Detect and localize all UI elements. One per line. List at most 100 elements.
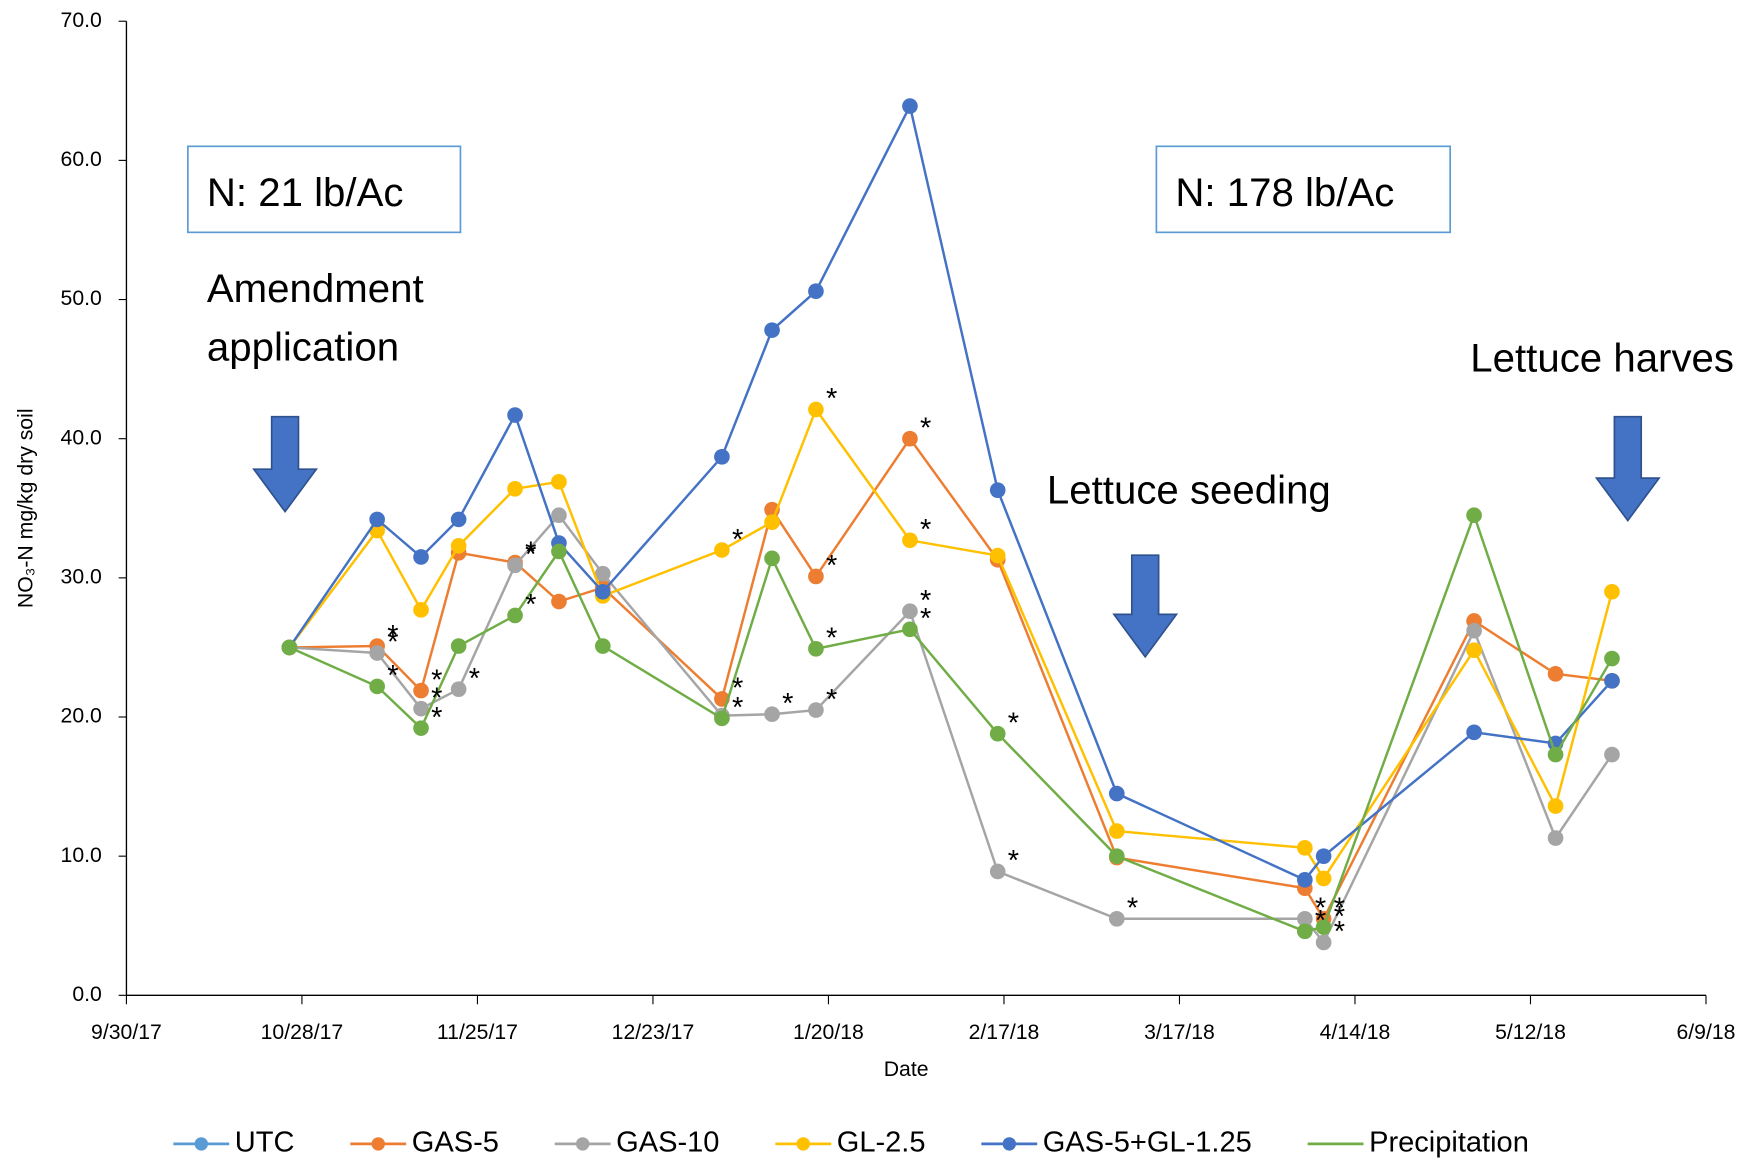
data-point <box>551 507 567 524</box>
data-point <box>714 710 730 727</box>
callout-text: N: 178 lb/Ac <box>1175 170 1394 215</box>
y-tick-label: 20.0 <box>61 705 102 728</box>
legend-marker <box>371 1137 385 1151</box>
data-point <box>1547 830 1564 846</box>
x-tick-label: 10/28/17 <box>261 1021 344 1044</box>
data-point <box>1297 839 1313 856</box>
significance-mark: * <box>732 692 743 724</box>
y-tick-label: 60.0 <box>61 148 102 171</box>
significance-mark: * <box>920 603 931 635</box>
legend-label: GAS-10 <box>616 1127 719 1159</box>
significance-mark: * <box>469 663 480 695</box>
legend-label: Precipitation <box>1369 1127 1529 1159</box>
data-point <box>1604 583 1620 600</box>
legend-marker <box>1002 1137 1017 1151</box>
data-point <box>1297 872 1313 888</box>
data-point <box>989 482 1006 499</box>
significance-mark: * <box>826 623 837 655</box>
significance-mark: * <box>1127 893 1138 925</box>
data-point <box>808 568 824 585</box>
x-tick-label: 12/23/17 <box>612 1021 695 1044</box>
legend-item: UTC <box>173 1127 294 1159</box>
significance-mark: * <box>387 620 398 652</box>
data-point <box>1315 919 1332 935</box>
data-point <box>1547 798 1564 814</box>
callout-arrow <box>252 415 318 514</box>
data-point <box>413 549 429 565</box>
y-tick-label: 70.0 <box>61 9 102 32</box>
significance-mark: * <box>431 664 442 696</box>
data-point <box>413 602 429 618</box>
data-point <box>1466 507 1482 524</box>
x-tick-label: 1/20/18 <box>793 1021 864 1044</box>
data-point <box>1547 666 1564 682</box>
callout-box <box>187 145 462 234</box>
y-tick-label: 10.0 <box>61 844 102 867</box>
significance-mark: * <box>1008 845 1019 877</box>
data-point <box>764 706 780 723</box>
data-point <box>551 474 567 490</box>
data-point <box>714 448 730 465</box>
data-point <box>551 593 567 610</box>
data-point <box>413 720 429 736</box>
significance-mark: * <box>920 585 931 617</box>
data-point <box>413 700 429 717</box>
significance-mark: * <box>920 412 931 444</box>
data-point <box>808 702 824 718</box>
callout-arrow <box>1112 554 1179 659</box>
y-tick-label: 30.0 <box>61 565 102 588</box>
data-point <box>1604 746 1620 763</box>
data-point <box>281 639 298 656</box>
significance-mark: * <box>826 550 837 582</box>
significance-mark: * <box>920 514 931 546</box>
data-point <box>551 543 567 560</box>
legend-item: Precipitation <box>1307 1127 1529 1159</box>
x-tick-label: 2/17/18 <box>969 1021 1040 1044</box>
legend-label: GAS-5 <box>412 1127 499 1159</box>
data-point <box>902 430 918 447</box>
legend-marker <box>796 1137 810 1151</box>
data-point <box>1108 785 1125 802</box>
data-point <box>1108 910 1125 927</box>
data-point <box>1547 746 1564 763</box>
data-point <box>764 322 780 338</box>
legend-item: GAS-10 <box>554 1127 719 1159</box>
series-line <box>288 511 1614 933</box>
callout-text: Amendment <box>207 266 424 311</box>
data-point <box>808 283 824 300</box>
data-point <box>1315 848 1332 864</box>
legend-label: GL-2.5 <box>837 1127 926 1159</box>
data-point <box>764 514 780 531</box>
series-line <box>288 102 1613 882</box>
x-tick-label: 6/9/18 <box>1676 1021 1735 1044</box>
callout-text: Lettuce harves <box>1470 335 1734 380</box>
data-point <box>902 532 918 549</box>
significance-mark: * <box>732 524 743 556</box>
data-point <box>1604 673 1620 689</box>
data-point <box>808 401 824 418</box>
data-point <box>507 557 523 574</box>
data-point <box>1466 622 1482 639</box>
x-tick-label: 3/17/18 <box>1144 1021 1215 1044</box>
data-point <box>450 511 467 528</box>
significance-mark: * <box>1334 901 1345 933</box>
y-tick-label: 50.0 <box>61 287 102 310</box>
significance-mark: * <box>525 536 536 568</box>
data-point <box>507 607 523 624</box>
data-point <box>989 725 1006 742</box>
data-point <box>989 547 1006 564</box>
data-point <box>450 538 467 554</box>
significance-mark: * <box>782 688 793 720</box>
x-tick-label: 9/30/17 <box>91 1021 162 1044</box>
data-point <box>902 98 918 114</box>
data-point <box>764 550 780 567</box>
significance-mark: * <box>1334 893 1345 925</box>
data-point <box>1466 724 1482 741</box>
callout-text: application <box>207 324 399 369</box>
data-point <box>450 638 467 654</box>
data-point <box>1466 642 1482 659</box>
legend-marker <box>194 1137 208 1151</box>
significance-mark: * <box>1315 893 1326 925</box>
significance-mark: * <box>525 589 536 621</box>
series-line <box>289 513 1613 945</box>
